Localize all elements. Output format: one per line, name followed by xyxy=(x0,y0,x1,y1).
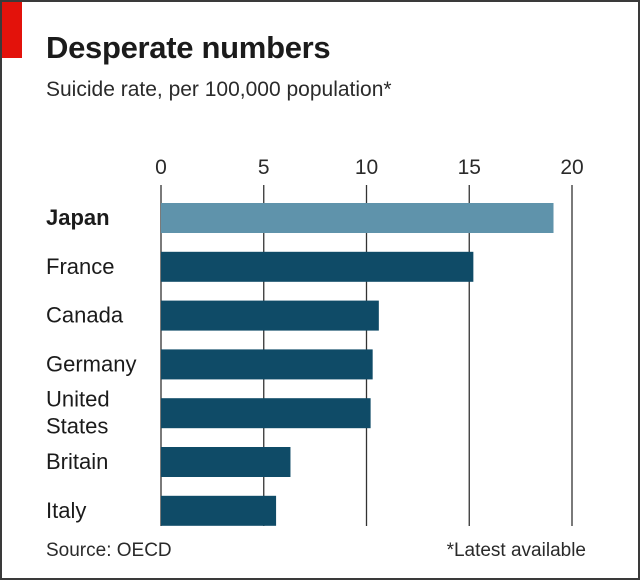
category-label: Canada xyxy=(46,303,124,328)
bar-united-states xyxy=(161,398,371,429)
bar-france xyxy=(161,251,474,282)
category-label: Italy xyxy=(46,498,86,523)
category-label: Britain xyxy=(46,449,108,474)
bar-canada xyxy=(161,300,379,331)
x-tick-label: 5 xyxy=(258,156,270,179)
x-tick-label: 10 xyxy=(355,156,378,179)
category-label: France xyxy=(46,254,114,279)
category-label: United xyxy=(46,387,110,412)
x-tick-label: 20 xyxy=(560,156,583,179)
bar-italy xyxy=(161,495,277,526)
bar-germany xyxy=(161,349,373,380)
bar-britain xyxy=(161,447,291,477)
red-accent-tag xyxy=(2,2,22,58)
bars xyxy=(161,203,554,526)
category-label: Japan xyxy=(46,205,110,230)
x-tick-label: 15 xyxy=(458,156,481,179)
x-tick-labels: 0 5 10 15 20 xyxy=(155,156,584,179)
bar-japan xyxy=(161,203,554,233)
footnote: *Latest available xyxy=(446,540,586,561)
x-tick-label: 0 xyxy=(155,156,167,179)
chart-subtitle: Suicide rate, per 100,000 population* xyxy=(46,78,392,101)
category-label: Germany xyxy=(46,351,136,376)
source-note: Source: OECD xyxy=(46,540,172,561)
category-label: States xyxy=(46,414,108,439)
chart-title: Desperate numbers xyxy=(46,30,331,65)
